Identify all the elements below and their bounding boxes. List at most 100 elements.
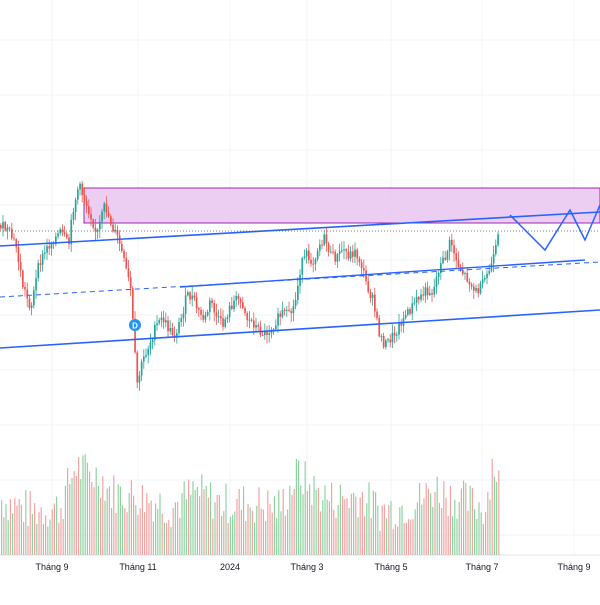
candle-body (488, 270, 491, 274)
volume-bar (438, 502, 440, 555)
candle-body (189, 292, 191, 300)
volume-bar (265, 521, 267, 555)
candle-body (431, 293, 433, 295)
volume-bar (221, 516, 223, 555)
volume-bar (379, 530, 381, 555)
volume-bar (476, 518, 478, 555)
volume-bar (254, 522, 256, 555)
candle-body (244, 308, 246, 314)
candle-body (464, 272, 466, 274)
candle-body (411, 303, 414, 314)
volume-bar (267, 490, 269, 555)
marker-label: D (132, 322, 138, 331)
candle-body (61, 229, 64, 233)
volume-bar (45, 515, 47, 555)
volume-bar (69, 484, 71, 555)
candle-body (83, 195, 86, 202)
volume-bar (364, 516, 366, 555)
candle-body (66, 234, 68, 238)
candle-body (226, 317, 229, 320)
volume-bar (322, 500, 324, 555)
volume-bar (185, 499, 187, 555)
volume-bar (245, 521, 247, 555)
candle-body (420, 294, 422, 300)
candle-body (198, 308, 200, 310)
volume-bar (20, 504, 22, 555)
volume-bar (104, 500, 106, 555)
candle-body (435, 277, 438, 287)
candle-body (178, 322, 180, 334)
volume-bar (480, 512, 482, 555)
x-tick-label: Tháng 9 (557, 562, 590, 572)
dividend-marker-icon[interactable] (129, 319, 141, 331)
candle-body (222, 318, 224, 327)
candle-body (365, 270, 367, 281)
volume-bar (471, 488, 473, 555)
volume-bar (432, 506, 434, 555)
candle-body (323, 234, 326, 246)
event-marker[interactable]: D (129, 319, 141, 331)
candle-body (387, 339, 389, 341)
volume-bar (445, 497, 447, 555)
candle-body (367, 281, 370, 292)
volume-bar (170, 526, 172, 555)
volume-bar (493, 476, 495, 555)
volume-bar (91, 481, 93, 555)
candle-body (492, 254, 495, 264)
candle-body (358, 258, 361, 263)
middle-channel-line (179, 259, 586, 288)
volume-bar (133, 495, 135, 555)
candle-body (28, 298, 31, 308)
volume-bar (93, 487, 95, 555)
candle-body (314, 259, 317, 264)
candle-body (169, 328, 172, 332)
candle-body (220, 316, 222, 319)
lower-channel-line (0, 309, 600, 349)
volume-bar (460, 488, 462, 555)
candle-body (39, 263, 42, 265)
volume-bar (190, 494, 192, 555)
candle-body (193, 295, 196, 298)
candle-body (22, 270, 24, 288)
candle-body (138, 375, 141, 383)
candle-body (253, 320, 255, 328)
candle-body (70, 219, 73, 245)
candle-body (206, 311, 209, 316)
volume-bar (196, 486, 198, 555)
candle-body (398, 322, 400, 335)
volume-bar (130, 480, 132, 555)
volume-bar (326, 499, 328, 555)
volume-bar (295, 459, 297, 555)
candle-body (343, 249, 345, 251)
candle-body (407, 309, 409, 315)
volume-bar (344, 499, 346, 555)
candle-body (2, 222, 4, 229)
volume-bar (247, 503, 249, 555)
volume-bar (273, 496, 275, 555)
volume-bar (137, 514, 139, 555)
volume-bar (205, 485, 207, 555)
volume-bar (27, 526, 29, 555)
volume-bar (350, 493, 352, 555)
candle-body (213, 303, 216, 313)
candle-body (24, 287, 26, 290)
candle-body (371, 294, 374, 298)
volume-bar (188, 479, 190, 555)
volume-bar (207, 497, 209, 555)
volume-bar (313, 476, 315, 555)
x-tick-label: Tháng 7 (465, 562, 498, 572)
volume-bar (42, 524, 44, 555)
volume-bar (331, 482, 333, 555)
candle-body (354, 249, 356, 257)
candle-body (484, 278, 486, 280)
candle-body (81, 183, 84, 196)
candle-body (380, 336, 383, 337)
candle-body (105, 203, 108, 213)
volume-bar (324, 485, 326, 555)
x-tick-label: Tháng 3 (290, 562, 323, 572)
volume-bar (425, 483, 427, 555)
candle-body (279, 313, 282, 317)
volume-bar (335, 517, 337, 555)
candle-body (180, 318, 183, 322)
candle-body (442, 257, 444, 264)
